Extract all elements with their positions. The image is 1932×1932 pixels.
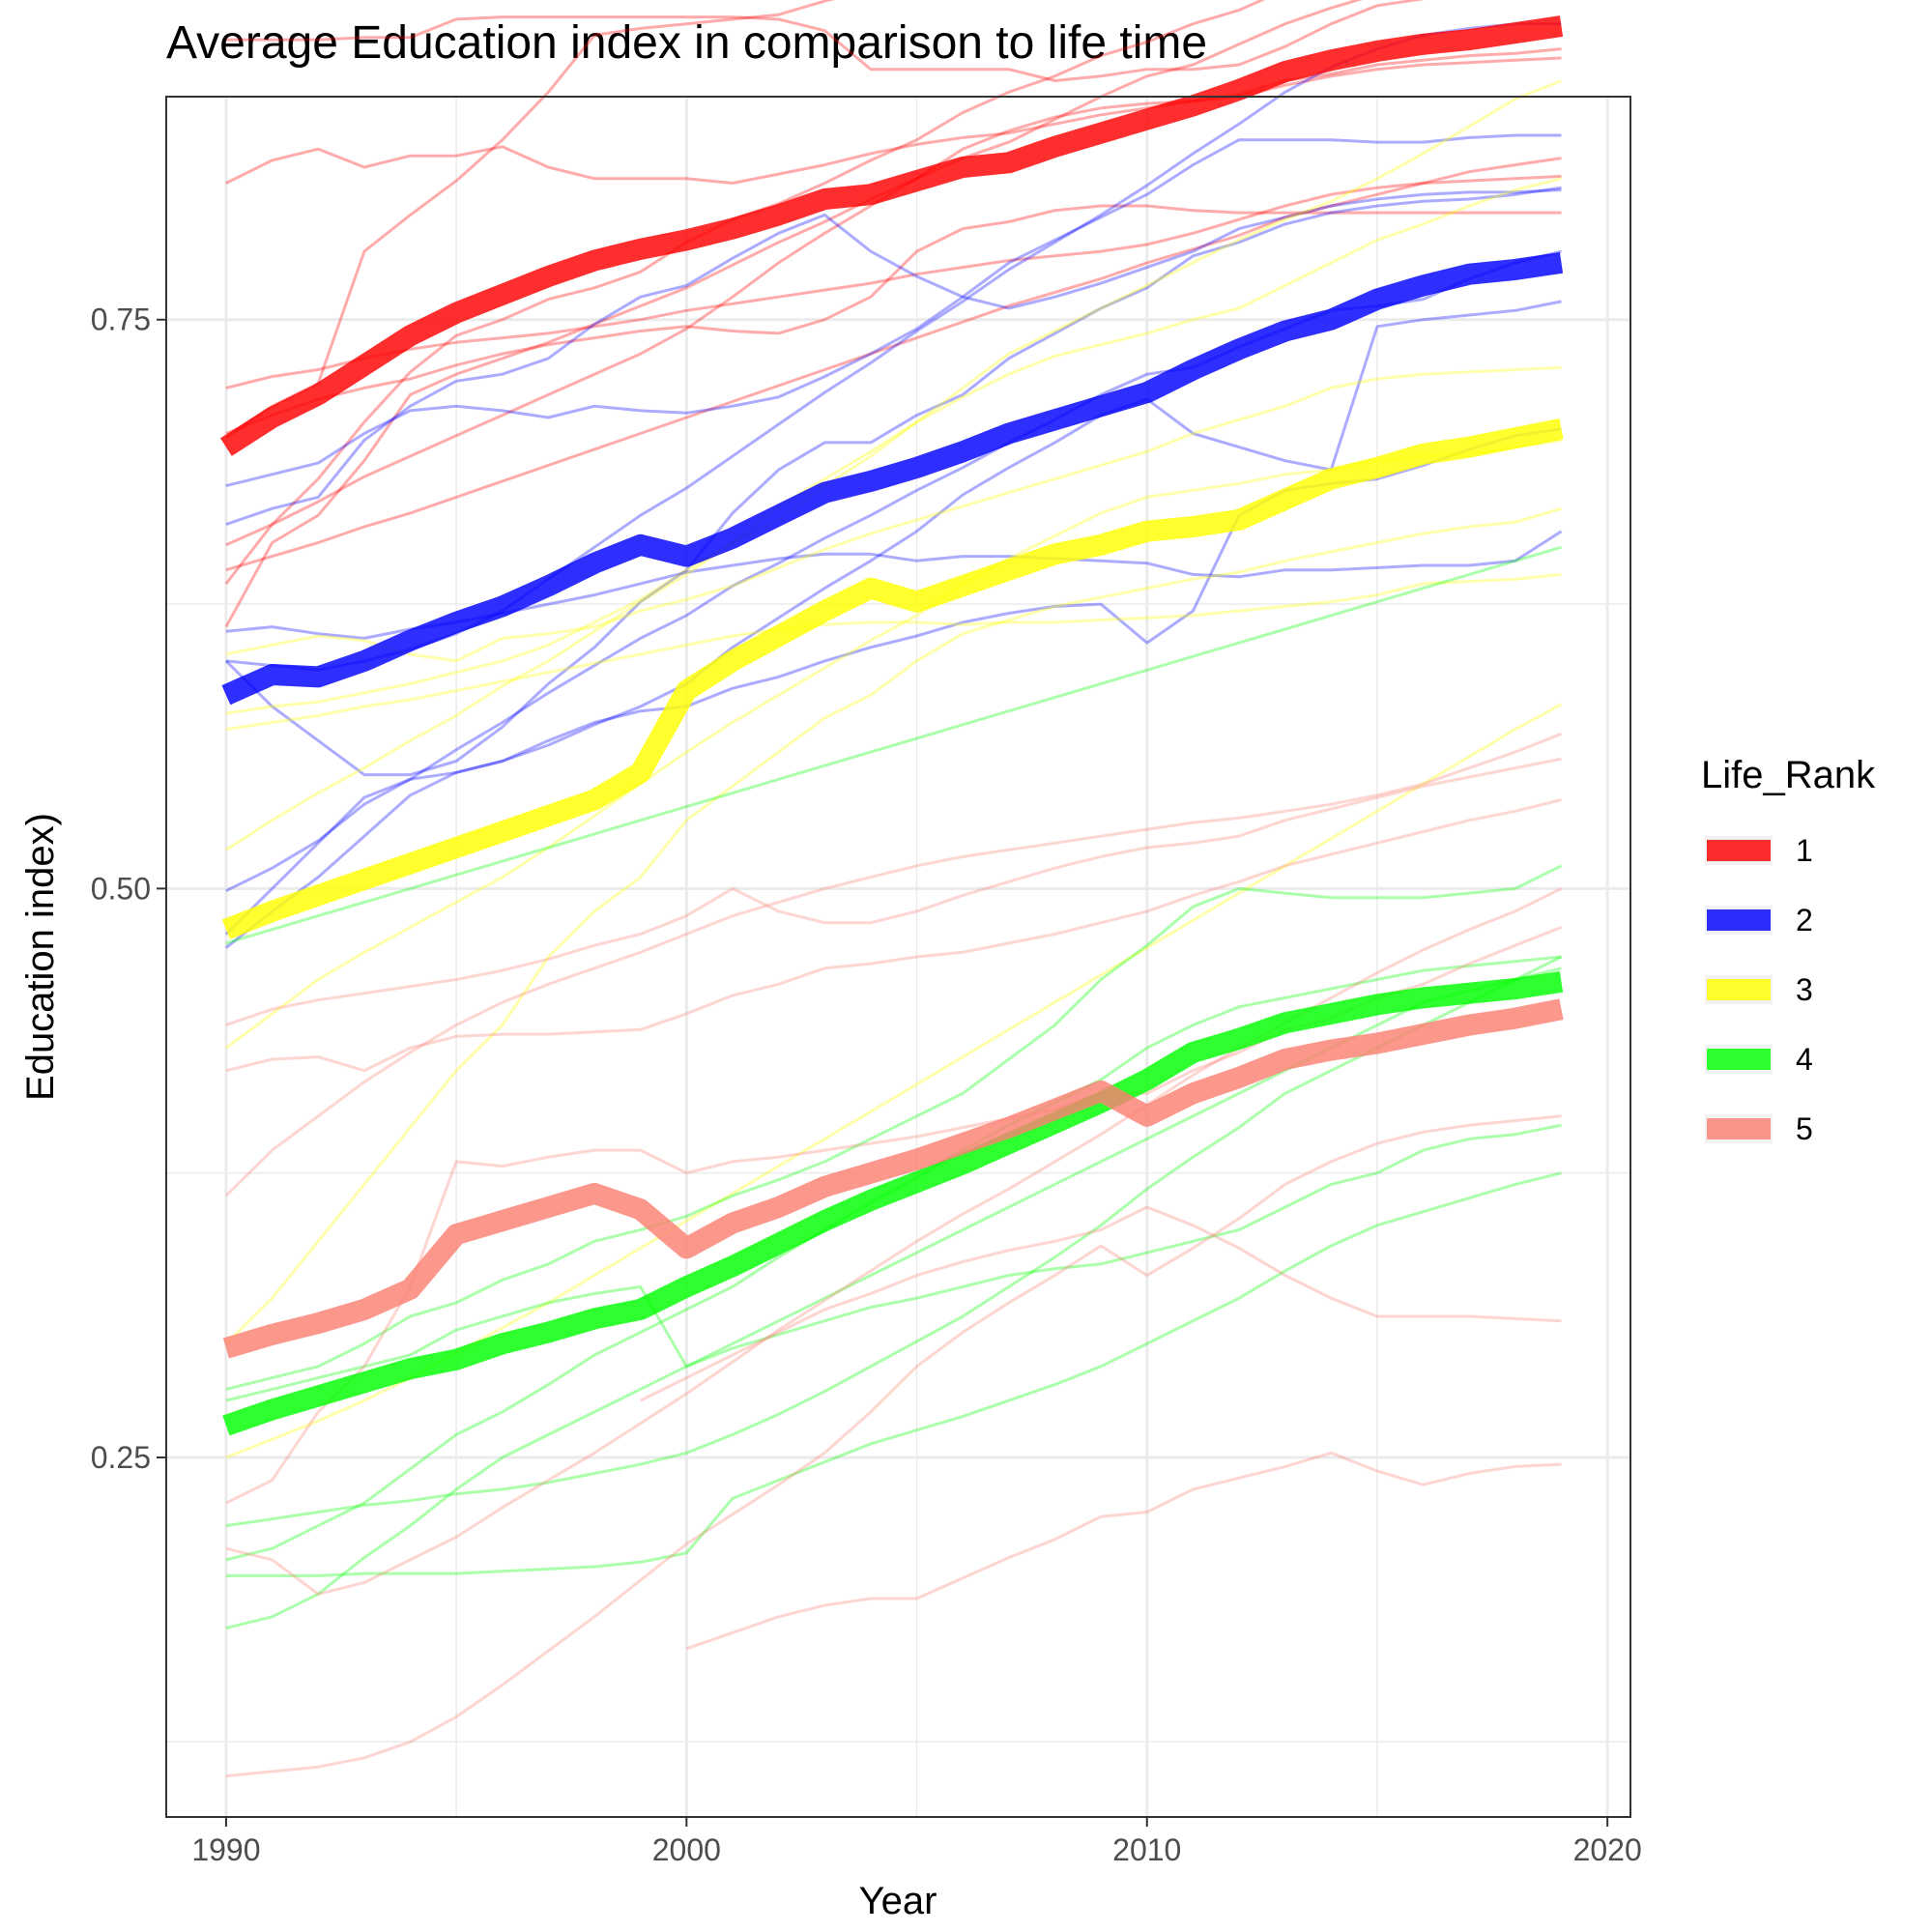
- panel-background: [166, 97, 1630, 1817]
- gridlines: [166, 97, 1630, 1817]
- series-line-rank-4: [222, 971, 1564, 1436]
- y-axis: 0.25 0.50 0.75: [91, 303, 166, 1475]
- background-line-rank-2: [225, 188, 1562, 527]
- background-line-rank-1: [225, 157, 1562, 572]
- background-line-rank-5: [224, 732, 1563, 1197]
- background-line-rank-3: [225, 572, 1562, 732]
- background-line-rank-1: [224, 0, 1266, 585]
- series-line-rank-2: [221, 252, 1564, 706]
- x-axis-title: Year: [859, 1880, 937, 1922]
- legend-label: 3: [1796, 972, 1813, 1007]
- background-line-rank-5: [225, 887, 1563, 1596]
- background-line-rank-4: [225, 955, 1563, 1528]
- background-line-rank-1: [225, 0, 835, 440]
- y-axis-title: Education index): [19, 813, 62, 1101]
- y-tick-label: 0.50: [91, 871, 151, 906]
- background-line-rank-1: [225, 204, 1562, 435]
- background-line-rank-4: [225, 545, 1562, 945]
- legend-title: Life_Rank: [1701, 754, 1876, 796]
- legend-entries: 1 2 3 4 5: [1705, 833, 1813, 1146]
- legend-label: 4: [1796, 1042, 1813, 1077]
- background-line-rank-1: [225, 47, 1562, 185]
- background-line-rank-3: [225, 79, 1563, 715]
- series-line-rank-5: [222, 998, 1564, 1359]
- background-line-rank-5: [225, 1114, 1562, 1778]
- x-axis: 1990 2000 2010 2020: [191, 1817, 1642, 1867]
- background-line-rank-3: [225, 177, 1562, 851]
- background-line-rank-4: [225, 864, 1563, 1391]
- legend: Life_Rank 1 2 3 4 5: [1701, 754, 1876, 1146]
- background-line-rank-4: [225, 1123, 1562, 1630]
- background-line-rank-2: [225, 133, 1562, 488]
- x-tick-label: 2010: [1112, 1832, 1181, 1867]
- background-line-rank-2: [224, 186, 1562, 777]
- x-tick-label: 1990: [191, 1832, 260, 1867]
- background-line-rank-4: [225, 1171, 1562, 1577]
- series-lines: [219, 15, 1564, 1436]
- background-line-rank-1: [225, 174, 1562, 389]
- background-line-rank-5: [225, 798, 1562, 1073]
- background-line-rank-5: [225, 757, 1562, 1027]
- legend-label: 2: [1796, 903, 1813, 937]
- background-line-rank-5: [640, 1205, 1562, 1402]
- background-line-rank-3: [224, 506, 1562, 1345]
- series-line-rank-3: [221, 418, 1564, 939]
- series-line-rank-1: [219, 15, 1564, 456]
- legend-label: 1: [1796, 833, 1813, 868]
- y-tick-label: 0.25: [91, 1440, 151, 1475]
- chart-title: Average Education index in comparison to…: [166, 17, 1207, 69]
- legend-label: 5: [1796, 1111, 1813, 1146]
- x-tick-label: 2020: [1573, 1832, 1642, 1867]
- background-line-rank-2: [224, 300, 1562, 949]
- y-tick-label: 0.75: [91, 303, 151, 337]
- x-tick-label: 2000: [652, 1832, 721, 1867]
- plot-area: [165, 0, 1631, 1818]
- background-line-rank-1: [225, 0, 1425, 82]
- background-line-rank-3: [225, 365, 1562, 663]
- panel-border: [165, 96, 1631, 1818]
- background-line-rank-5: [685, 1451, 1562, 1651]
